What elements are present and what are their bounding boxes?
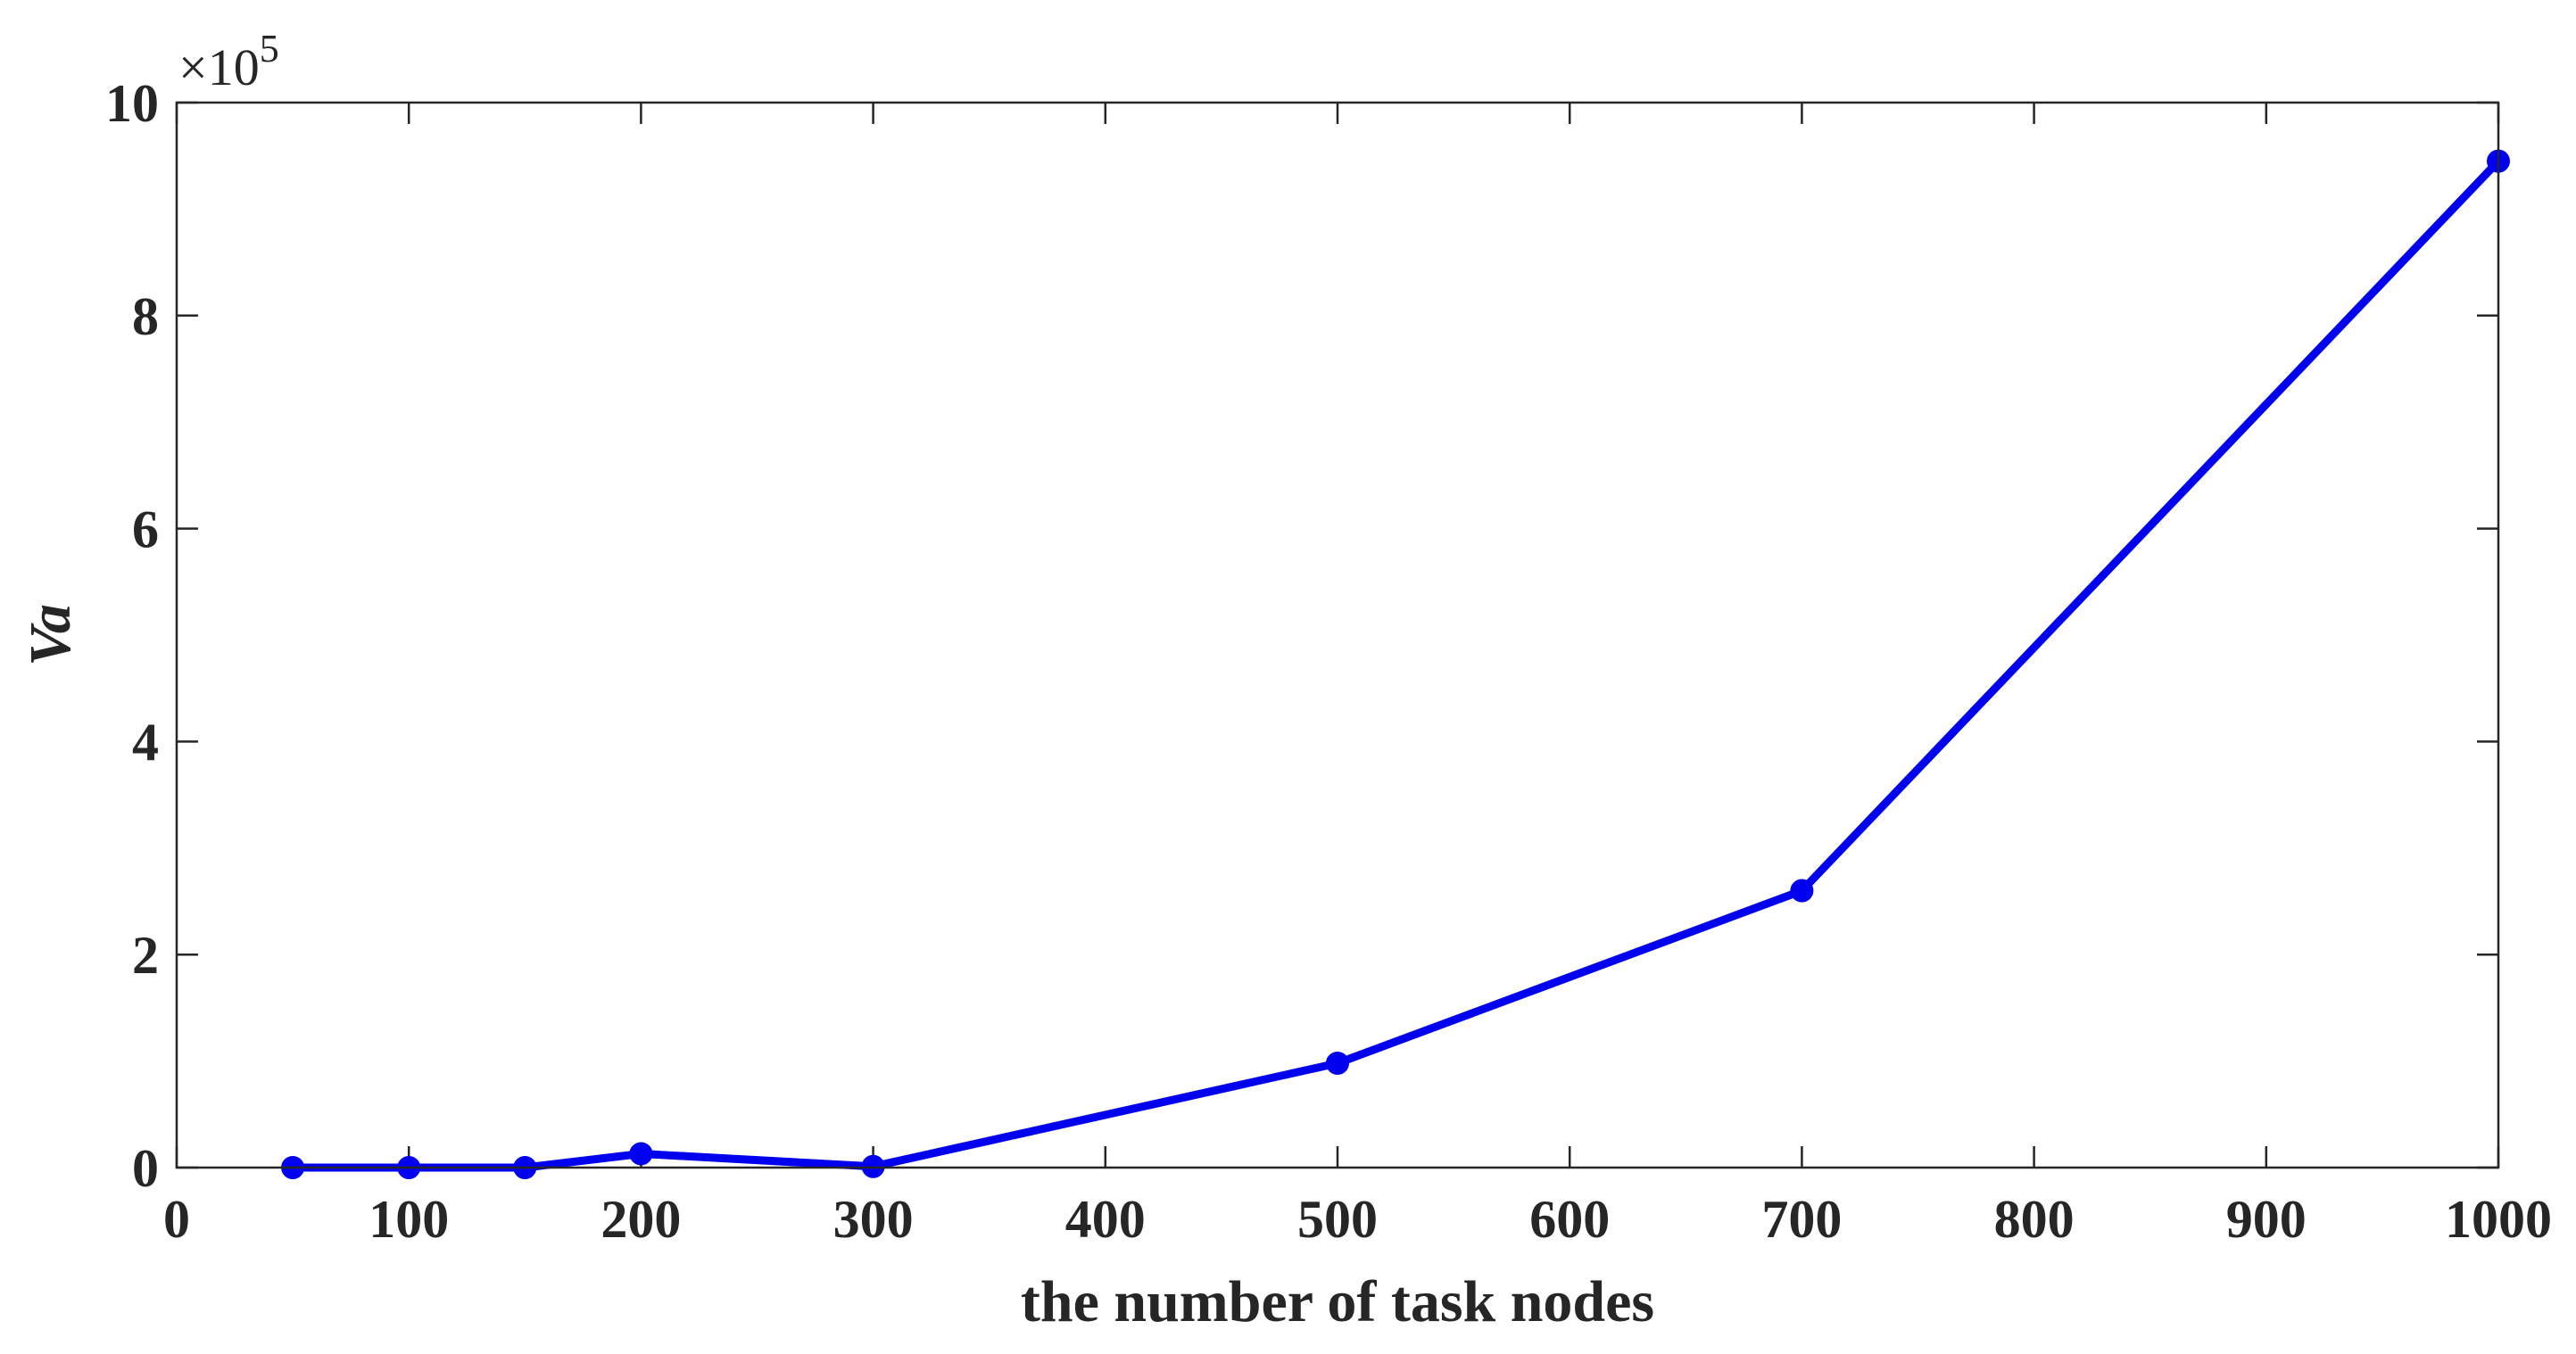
x-tick-labels: 0 100 200 300 400 500 600 700 800 900 1000 (163, 1190, 2552, 1249)
data-point (629, 1142, 653, 1166)
y-tick-label: 6 (132, 500, 159, 559)
y-tick-labels: 0 2 4 6 8 10 (105, 74, 159, 1198)
data-point (1326, 1051, 1349, 1075)
y-tick-label: 4 (132, 713, 159, 772)
y-tick-label: 0 (132, 1139, 159, 1198)
x-tick-label: 300 (833, 1190, 914, 1249)
y-tick-label: 10 (105, 74, 159, 133)
data-point (1790, 879, 1814, 903)
x-tick-label: 500 (1297, 1190, 1378, 1249)
y-tick-label: 8 (132, 287, 159, 346)
x-tick-label: 100 (369, 1190, 449, 1249)
x-tick-label: 900 (2226, 1190, 2307, 1249)
y-tick-label: 2 (132, 926, 159, 985)
y-exponent-base: ×10 (178, 38, 260, 96)
x-tick-label: 1000 (2445, 1190, 2552, 1249)
x-tick-label: 800 (1994, 1190, 2075, 1249)
x-tick-label: 200 (601, 1190, 681, 1249)
plot-frame (175, 101, 2500, 1169)
y-exponent-power: 5 (260, 27, 279, 70)
x-axis-label: the number of task nodes (1021, 1269, 1654, 1334)
y-axis-label: Va (18, 604, 83, 666)
x-tick-label: 400 (1065, 1190, 1146, 1249)
x-tick-label: 0 (163, 1190, 190, 1249)
y-exponent-label: ×105 (178, 27, 279, 96)
x-tick-label: 600 (1529, 1190, 1610, 1249)
x-tick-label: 700 (1761, 1190, 1842, 1249)
